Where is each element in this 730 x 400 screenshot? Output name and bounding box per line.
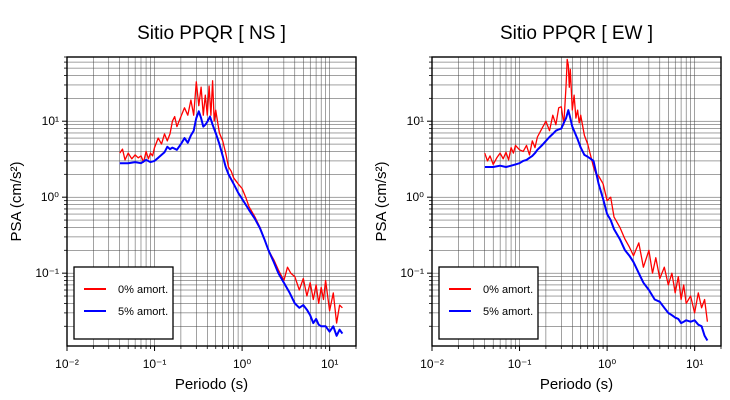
x-axis-label: Periodo (s) (540, 376, 613, 393)
x-tick-label: 10⁰ (233, 357, 251, 371)
series-line-amort-5 (119, 110, 344, 337)
legend-box (73, 266, 174, 340)
x-tick-label: 10⁻² (55, 357, 79, 371)
x-tick-label: 10⁰ (598, 357, 616, 371)
y-tick-label: 10⁻¹ (400, 266, 424, 280)
chart-title: Sitio PPQR [ NS ] (137, 23, 286, 44)
y-tick-label: 10¹ (42, 114, 59, 128)
x-tick-label: 10⁻¹ (143, 357, 167, 371)
legend: 0% amort. 5% amort. (438, 266, 539, 340)
x-axis-label: Periodo (s) (175, 376, 248, 393)
legend-label: 0% amort. (118, 284, 168, 296)
legend-label: 5% amort. (118, 306, 168, 318)
legend-label: 0% amort. (483, 284, 533, 296)
y-tick-label: 10⁰ (41, 190, 59, 204)
chart-panel-ew: 10⁻² 10⁻¹ 10⁰ 10¹ 10⁻¹ 10⁰ 10¹ Sitio PPQR [ EW … (373, 23, 722, 393)
x-tick-label: 10⁻¹ (508, 357, 532, 371)
y-axis-label: PSA (cm/s²) (373, 161, 390, 241)
legend-label: 5% amort. (483, 306, 533, 318)
series-line-amort-0 (119, 80, 343, 324)
legend: 0% amort. 5% amort. (73, 266, 174, 340)
series-line-amort-5 (484, 109, 709, 342)
y-axis-label: PSA (cm/s²) (8, 161, 25, 241)
series-line-amort-0 (484, 58, 709, 322)
y-tick-label: 10⁰ (406, 190, 424, 204)
y-tick-label: 10¹ (407, 114, 424, 128)
legend-box (438, 266, 539, 340)
grid-lines (66, 56, 357, 346)
plot-frame (431, 56, 722, 347)
plot-frame (66, 56, 357, 347)
chart-panel-ns: 10⁻² 10⁻¹ 10⁰ 10¹ 10⁻¹ 10⁰ 10¹ Sitio PPQR [ NS … (8, 23, 357, 393)
x-tick-label: 10¹ (321, 357, 338, 371)
x-tick-label: 10¹ (686, 357, 703, 371)
chart-title: Sitio PPQR [ EW ] (500, 23, 653, 44)
y-tick-label: 10⁻¹ (35, 266, 59, 280)
x-tick-label: 10⁻² (420, 357, 444, 371)
